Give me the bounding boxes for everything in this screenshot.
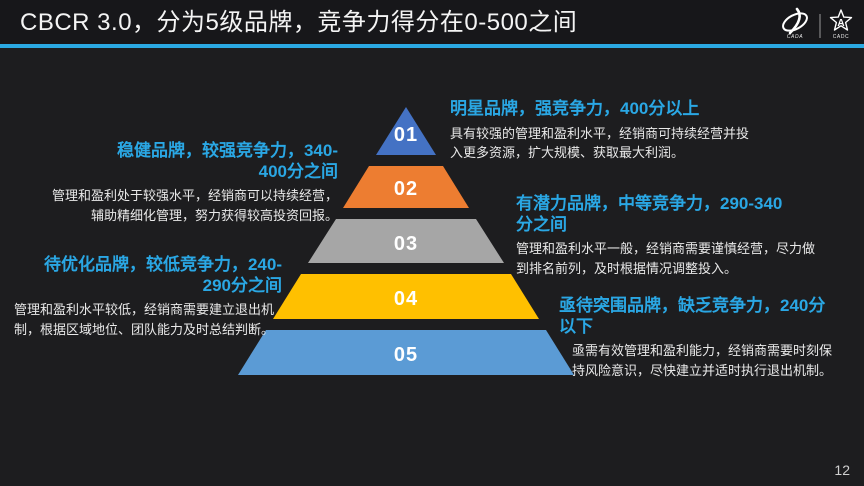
pyramid-level-02-label: 02: [394, 178, 418, 200]
pyramid-level-03-shape: [308, 219, 504, 263]
header-accent-line: [0, 44, 864, 48]
cadc-logo-icon: A CADC: [829, 9, 853, 40]
cadc-logo-letter: A: [837, 18, 844, 29]
pyramid-level-04-label: 04: [394, 288, 418, 310]
tier-body: 管理和盈利水平一般，经销商需要谨慎经营，尽力做 到排名前列，及时根据情况调整投入…: [516, 241, 816, 276]
pyramid-level-03-label: 03: [394, 233, 418, 255]
pyramid-level-01-label: 01: [394, 124, 418, 146]
slide-header: CBCR 3.0，分为5级品牌，竞争力得分在0-500之间 CADA A CAD…: [0, 0, 864, 44]
tier-block-optimize-brand: 待优化品牌，较低竞争力，240- 290分之间 管理和盈利水平较低，经销商需要建…: [14, 255, 282, 339]
tier-heading: 稳健品牌，较强竞争力，340- 400分之间: [116, 141, 338, 181]
tier-block-steady-brand: 稳健品牌，较强竞争力，340- 400分之间 管理和盈利处于较强水平，经销商可以…: [40, 141, 338, 225]
pyramid-level-05-shape: [238, 330, 574, 375]
tier-body: 管理和盈利处于较强水平，经销商可以持续经营， 辅助精细化管理，努力获得较高投资回…: [51, 188, 338, 223]
pyramid-level-05-label: 05: [394, 344, 418, 366]
tier-body: 管理和盈利水平较低，经销商需要建立退出机 制，根据区域地位、团队能力及时总结判断…: [14, 302, 275, 337]
page-number: 12: [834, 462, 850, 478]
cadc-logo-text: CADC: [833, 34, 850, 40]
pyramid-level-04-shape: [273, 274, 539, 319]
tier-body: 亟需有效管理和盈利能力，经销商需要时刻保 持风险意识，尽快建立并适时执行退出机制…: [572, 343, 833, 378]
tier-heading: 待优化品牌，较低竞争力，240- 290分之间: [43, 255, 282, 295]
pyramid-level-02-shape: [343, 166, 469, 208]
cada-logo-icon: CADA: [782, 7, 808, 40]
slide-title: CBCR 3.0，分为5级品牌，竞争力得分在0-500之间: [20, 9, 578, 36]
tier-heading: 明星品牌，强竞争力，400分以上: [450, 99, 700, 118]
tier-body: 具有较强的管理和盈利水平，经销商可持续经营并投 入更多资源，扩大规模、获取最大利…: [450, 125, 750, 161]
pyramid-level-01-shape: [376, 107, 436, 155]
tier-heading: 亟待突围品牌，缺乏竞争力，240分 以下: [559, 296, 826, 336]
tier-heading: 有潜力品牌，中等竞争力，290-340 分之间: [516, 194, 783, 234]
tier-block-star-brand: 明星品牌，强竞争力，400分以上 具有较强的管理和盈利水平，经销商可持续经营并投…: [450, 99, 766, 163]
header-logos: CADA A CADC: [782, 7, 853, 40]
tier-block-breakout-brand: 亟待突围品牌，缺乏竞争力，240分 以下 亟需有效管理和盈利能力，经销商需要时刻…: [559, 296, 857, 380]
tier-block-potential-brand: 有潜力品牌，中等竞争力，290-340 分之间 管理和盈利水平一般，经销商需要谨…: [516, 194, 816, 278]
cada-logo-text: CADA: [787, 34, 803, 40]
